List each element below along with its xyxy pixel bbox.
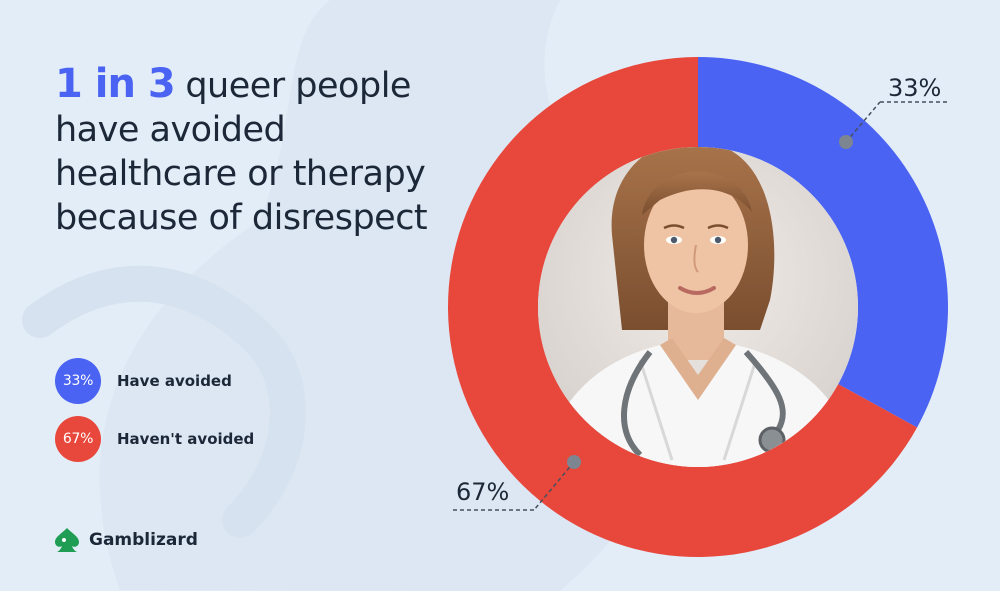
legend-label: Haven't avoided	[117, 430, 255, 448]
doctor-portrait	[538, 147, 858, 467]
legend-dot: 67%	[55, 416, 101, 462]
lizard-spade-icon	[55, 528, 79, 552]
donut-slice-have-avoided	[698, 57, 949, 428]
brand-logo: Gamblizard	[53, 527, 198, 553]
headline-text: queer people have avoided healthcare or …	[55, 66, 428, 238]
callout-33: 33%	[839, 74, 948, 149]
headline: 1 in 3 queer people have avoided healthc…	[55, 62, 455, 240]
data-label-have-avoided: 33%	[888, 74, 941, 102]
callout-67: 67%	[452, 455, 581, 511]
legend-item-have-avoided: 33% Have avoided	[55, 358, 254, 404]
legend-dot: 33%	[55, 358, 101, 404]
brand-name: Gamblizard	[89, 530, 198, 550]
headline-highlight: 1 in 3	[55, 61, 176, 107]
legend-item-havent-avoided: 67% Haven't avoided	[55, 416, 254, 462]
legend-label: Have avoided	[117, 372, 232, 390]
legend: 33% Have avoided 67% Haven't avoided	[55, 358, 254, 474]
donut-slice-havent-avoided	[448, 57, 918, 558]
data-label-havent-avoided: 67%	[456, 478, 509, 506]
